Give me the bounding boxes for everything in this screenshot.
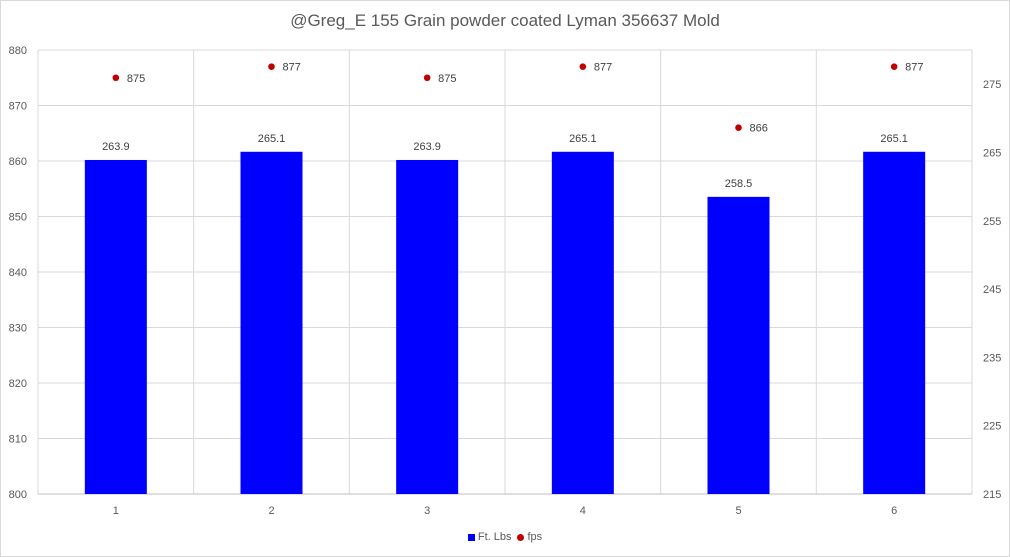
x-tick-label: 5	[735, 505, 741, 517]
bar-data-label: 265.1	[880, 133, 908, 145]
bar	[240, 151, 303, 495]
y-tick-label-left: 830	[9, 323, 27, 335]
point-data-label: 877	[905, 62, 923, 74]
x-tick-label: 4	[580, 505, 586, 517]
legend-swatch-ft-lbs	[467, 533, 475, 541]
bar-data-label: 263.9	[413, 141, 441, 153]
legend-label-fps: fps	[527, 531, 543, 543]
data-point	[423, 74, 431, 82]
y-tick-label-left: 860	[9, 156, 27, 168]
y-tick-label-right: 215	[983, 489, 1001, 501]
legend-item-fps: fps	[517, 531, 542, 543]
point-data-label: 875	[438, 73, 456, 85]
data-point	[735, 124, 742, 131]
legend-label-ft-lbs: Ft. Lbs	[477, 531, 512, 543]
bar-data-label: 265.1	[569, 133, 597, 145]
x-tick-label: 3	[424, 505, 430, 517]
bar	[863, 151, 926, 495]
bar	[707, 196, 770, 494]
y-tick-label-left: 800	[9, 489, 27, 501]
bar	[551, 151, 614, 495]
y-tick-label-left: 810	[9, 434, 27, 446]
y-tick-label-right: 275	[983, 79, 1001, 91]
point-data-label: 877	[283, 62, 301, 74]
y-tick-label-right: 265	[983, 147, 1001, 159]
legend-swatch-fps	[517, 533, 525, 541]
x-tick-label: 6	[891, 505, 897, 517]
x-tick-label: 2	[268, 505, 274, 517]
y-tick-label-right: 255	[983, 216, 1001, 228]
legend-item-ft-lbs: Ft. Lbs	[467, 531, 512, 543]
data-point	[268, 63, 275, 70]
data-point	[890, 63, 898, 70]
point-data-label: 875	[127, 73, 145, 85]
bar-data-label: 265.1	[258, 133, 286, 145]
data-point	[579, 63, 587, 70]
y-tick-label-left: 820	[9, 378, 27, 390]
bar-data-label: 263.9	[102, 141, 130, 153]
y-tick-label-right: 235	[983, 352, 1001, 364]
y-tick-label-left: 840	[9, 267, 27, 279]
legend: Ft. Lbs fps	[0, 531, 1010, 543]
y-tick-label-right: 245	[983, 284, 1001, 296]
y-tick-label-left: 850	[9, 212, 27, 224]
data-point	[112, 74, 120, 82]
bar-data-label: 258.5	[725, 178, 753, 190]
bar	[396, 159, 459, 494]
bar	[84, 159, 147, 494]
x-tick-label: 1	[113, 505, 119, 517]
y-tick-label-right: 225	[983, 421, 1001, 433]
point-data-label: 866	[750, 123, 768, 135]
y-tick-label-left: 870	[9, 101, 27, 113]
chart-title: @Greg_E 155 Grain powder coated Lyman 35…	[290, 11, 720, 30]
point-data-label: 877	[594, 62, 612, 74]
y-tick-label-left: 880	[9, 45, 27, 57]
